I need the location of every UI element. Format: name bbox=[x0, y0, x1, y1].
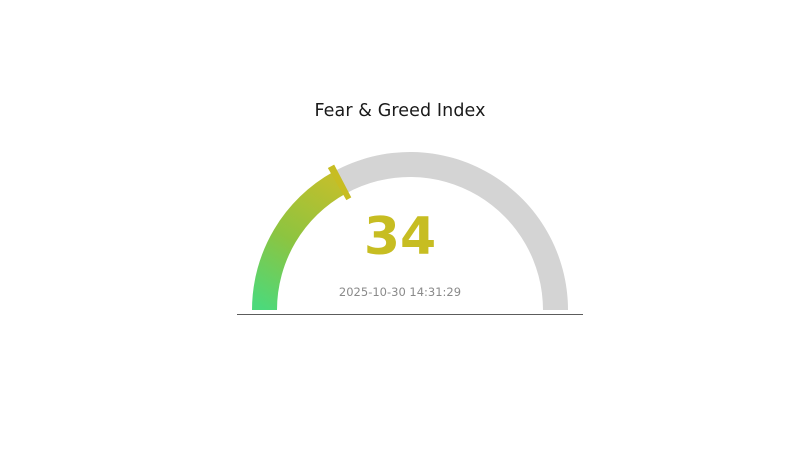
gauge-chart bbox=[236, 148, 584, 316]
gauge-timestamp: 2025-10-30 14:31:29 bbox=[338, 285, 462, 299]
gauge-value-readout: 34 bbox=[363, 207, 437, 267]
gauge-threshold-marker bbox=[327, 164, 352, 201]
page-title: Fear & Greed Index bbox=[314, 101, 486, 121]
gauge-svg bbox=[252, 152, 568, 310]
gauge-baseline bbox=[237, 314, 583, 316]
gauge-value-arc-main bbox=[252, 171, 346, 310]
gauge-track-arc bbox=[333, 152, 568, 310]
